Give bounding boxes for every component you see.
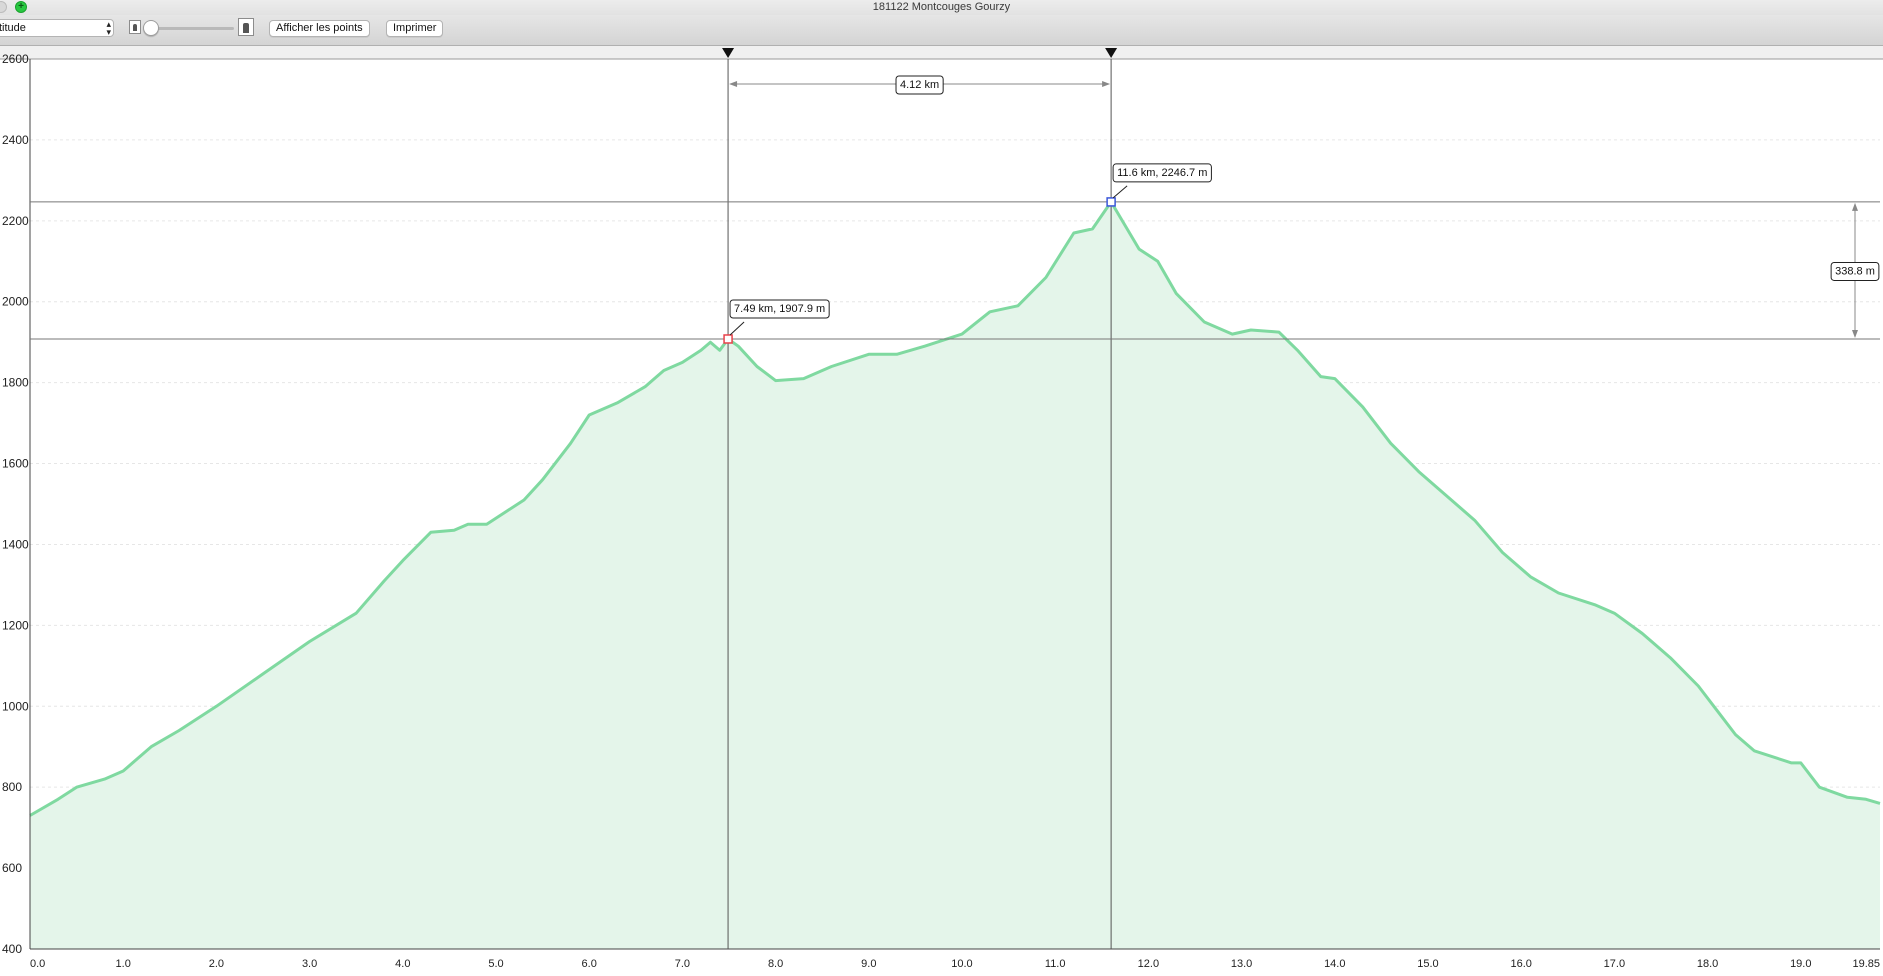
- y-tick-label: 1600: [2, 457, 29, 471]
- x-tick-label: 11.0: [1045, 958, 1066, 970]
- marker-a-label-text: 7.49 km, 1907.9 m: [734, 303, 825, 315]
- hiker-small-icon[interactable]: [129, 20, 141, 34]
- marker-b-point[interactable]: [1106, 197, 1116, 207]
- marker-b-label-leader: [1112, 185, 1128, 199]
- x-tick-label: 19.0: [1790, 958, 1811, 970]
- elevation-gain-label: 338.8 m: [1830, 261, 1880, 281]
- profile-area-layer: [29, 200, 1881, 949]
- marker-a-label: 7.49 km, 1907.9 m: [729, 299, 830, 319]
- marker-b-label: 11.6 km, 2246.7 m: [1112, 163, 1212, 183]
- x-tick-label: 14.0: [1324, 958, 1345, 970]
- y-tick-label: 600: [2, 861, 22, 875]
- plus-icon: +: [18, 1, 24, 12]
- marker-a-handle-triangle-down-icon[interactable]: [722, 48, 735, 58]
- distance-label-text: 4.12 km: [900, 79, 939, 91]
- profile-line[interactable]: [29, 200, 1881, 817]
- print-button[interactable]: Imprimer: [386, 20, 444, 37]
- toolbar: titude ▴ ▾ Afficher les points Imprimer: [0, 15, 1883, 46]
- profile-mode-select[interactable]: titude ▴ ▾: [0, 19, 114, 37]
- chart-axes: 400 600 800 1000 1200 1400 1600 1800 2000 2200 240…: [2, 52, 1880, 970]
- profile-area-fill: [30, 201, 1880, 949]
- elevation-gain-label-text: 338.8 m: [1835, 265, 1875, 277]
- measurement-overlay: [30, 48, 1880, 949]
- x-tick-label: 16.0: [1510, 958, 1531, 970]
- y-tick-label: 2400: [2, 133, 29, 147]
- x-tick-label: 10.0: [951, 958, 972, 970]
- title-bar: + 181122 Montcouges Gourzy: [0, 0, 1883, 15]
- x-tick-label: 19.85: [1852, 958, 1880, 970]
- x-tick-label: 18.0: [1697, 958, 1718, 970]
- x-tick-label: 12.0: [1138, 958, 1159, 970]
- x-tick-label: 4.0: [395, 958, 410, 970]
- marker-a-label-leader: [729, 321, 745, 336]
- x-tick-label: 0.0: [30, 958, 45, 970]
- marker-b-handle-triangle-down-icon[interactable]: [1105, 48, 1118, 58]
- elevation-arrow-down: [1852, 329, 1858, 338]
- hiker-large-icon[interactable]: [238, 18, 254, 36]
- profile-mode-value: titude: [0, 22, 26, 34]
- y-tick-label: 2200: [2, 214, 29, 228]
- zoom-slider-track[interactable]: [150, 27, 234, 30]
- y-tick-label: 1000: [2, 699, 29, 713]
- window-title: 181122 Montcouges Gourzy: [872, 1, 1011, 13]
- y-tick-label: 1800: [2, 376, 29, 390]
- x-tick-label: 5.0: [488, 958, 503, 970]
- elevation-arrow-up: [1852, 202, 1858, 211]
- distance-arrow-left: [729, 81, 738, 87]
- x-tick-label: 9.0: [861, 958, 876, 970]
- x-tick-label: 7.0: [675, 958, 690, 970]
- x-tick-label: 3.0: [302, 958, 317, 970]
- distance-arrow-right: [1102, 81, 1111, 87]
- x-tick-label: 15.0: [1417, 958, 1438, 970]
- elevation-profile-chart[interactable]: 400 600 800 1000 1200 1400 1600 1800 2000 2200 240…: [0, 46, 1883, 976]
- show-points-button[interactable]: Afficher les points: [269, 20, 370, 37]
- x-tick-label: 2.0: [209, 958, 224, 970]
- y-tick-label: 800: [2, 780, 22, 794]
- y-tick-label: 2600: [2, 52, 29, 66]
- y-tick-label: 400: [2, 942, 22, 956]
- window-close-button[interactable]: [0, 1, 7, 13]
- x-tick-label: 8.0: [768, 958, 783, 970]
- cursor-strip[interactable]: [0, 46, 1883, 59]
- y-tick-label: 2000: [2, 295, 29, 309]
- y-tick-label: 1200: [2, 618, 29, 632]
- x-tick-label: 17.0: [1604, 958, 1625, 970]
- x-tick-label: 1.0: [116, 958, 131, 970]
- window-zoom-button[interactable]: +: [15, 1, 27, 13]
- x-tick-label: 13.0: [1231, 958, 1252, 970]
- chevron-updown-icon: ▴ ▾: [106, 19, 111, 37]
- x-tick-label: 6.0: [582, 958, 597, 970]
- measurement-labels: 4.12 km 338.8 m 7.49 km, 1907.9 m 11.6 k…: [729, 75, 1880, 319]
- marker-b-label-text: 11.6 km, 2246.7 m: [1117, 167, 1207, 179]
- marker-a-point[interactable]: [723, 334, 733, 344]
- y-tick-label: 1400: [2, 537, 29, 551]
- distance-label: 4.12 km: [895, 75, 944, 95]
- zoom-slider-knob[interactable]: [143, 20, 159, 36]
